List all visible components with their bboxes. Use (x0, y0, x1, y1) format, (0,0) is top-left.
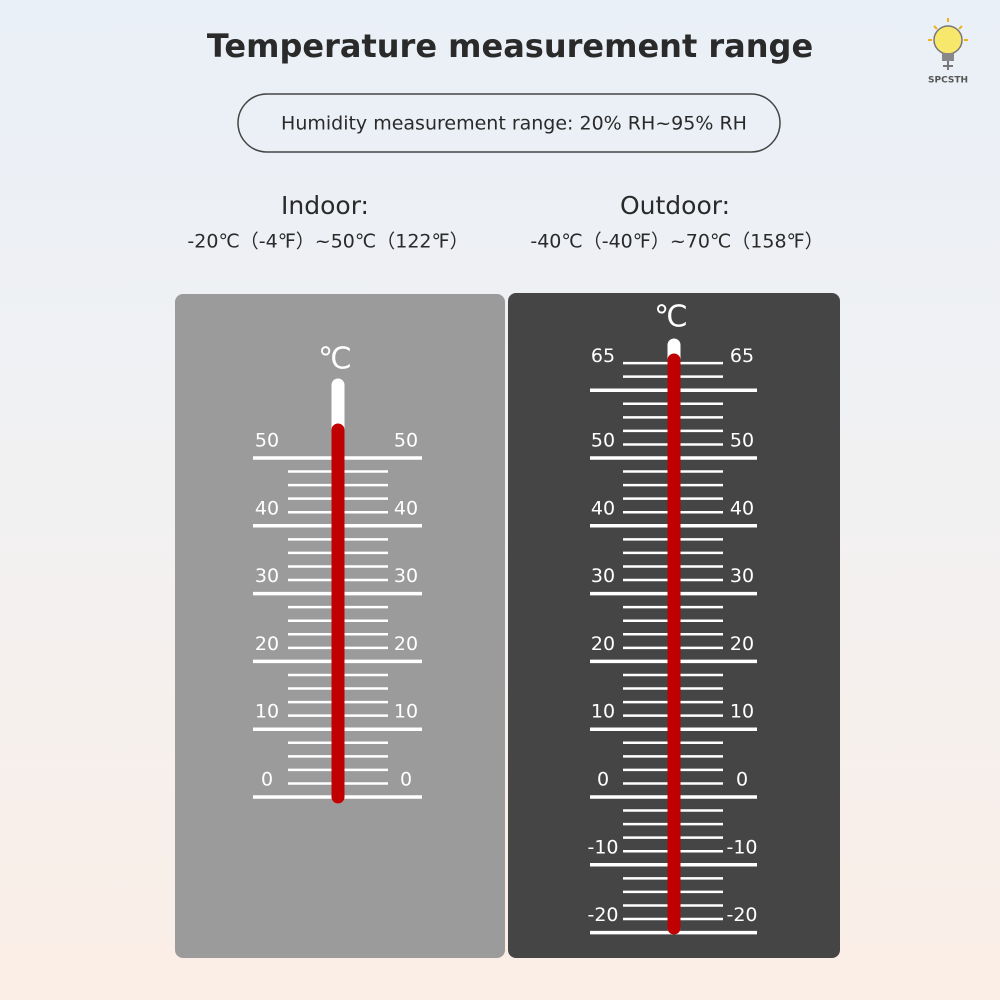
humidity-pill (237, 93, 781, 153)
tick-label: 20 (394, 633, 418, 655)
tick-label: 20 (730, 633, 754, 655)
range-label: Indoor: (281, 191, 369, 220)
tick-label: 40 (730, 497, 754, 519)
thermometers: ℃ 50 50 40 40 30 30 20 20 10 10 0 0 ℃ 65 65 50 50 40 40 30 30… (253, 300, 758, 935)
range-text: -40℃（-40℉）~70℃（158℉） (530, 231, 823, 253)
tick-label: 65 (730, 345, 754, 367)
tick-label: 30 (394, 565, 418, 587)
tick-label: 20 (255, 633, 279, 655)
tick-label: -20 (587, 904, 618, 926)
range-label: Outdoor: (620, 191, 730, 220)
title: Temperature measurement range (207, 27, 813, 65)
humidity-text: Humidity measurement range: 20% RH~95% R… (281, 113, 747, 135)
range-text: -20℃（-4℉）~50℃（122℉） (187, 231, 468, 253)
tick-label: 50 (591, 430, 615, 452)
tick-label: 50 (730, 430, 754, 452)
tick-label: 0 (597, 769, 609, 791)
tick-label: 40 (591, 497, 615, 519)
tick-label: 10 (255, 701, 279, 723)
tick-label: 0 (736, 769, 748, 791)
tick-label: 30 (591, 565, 615, 587)
tick-label: 40 (255, 497, 279, 519)
tick-label: -10 (587, 836, 618, 858)
tick-label: 50 (255, 430, 279, 452)
tick-label: -10 (726, 836, 757, 858)
unit-label: ℃ (654, 300, 688, 335)
tick-label: 10 (394, 701, 418, 723)
tick-label: 10 (730, 701, 754, 723)
tick-label: 30 (730, 565, 754, 587)
tick-label: 10 (591, 701, 615, 723)
logo: SPCSTH (928, 18, 968, 86)
tick-label: 65 (591, 345, 615, 367)
unit-label: ℃ (318, 342, 352, 377)
brand: SPCSTH (928, 76, 968, 86)
tick-label: 0 (400, 769, 412, 791)
tick-label: 20 (591, 633, 615, 655)
tick-label: 30 (255, 565, 279, 587)
tick-label: 40 (394, 497, 418, 519)
tick-label: -20 (726, 904, 757, 926)
tick-label: 0 (261, 769, 273, 791)
tick-label: 50 (394, 430, 418, 452)
